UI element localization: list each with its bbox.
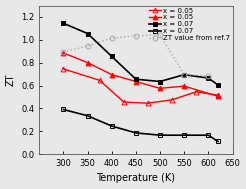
X-axis label: Temperature (K): Temperature (K): [96, 174, 175, 184]
Legend: x = 0.05, x = 0.05, x = 0.07, x = 0.07, ZT value from ref.7: x = 0.05, x = 0.05, x = 0.07, x = 0.07, …: [148, 7, 231, 42]
Y-axis label: ZT: ZT: [6, 74, 15, 86]
